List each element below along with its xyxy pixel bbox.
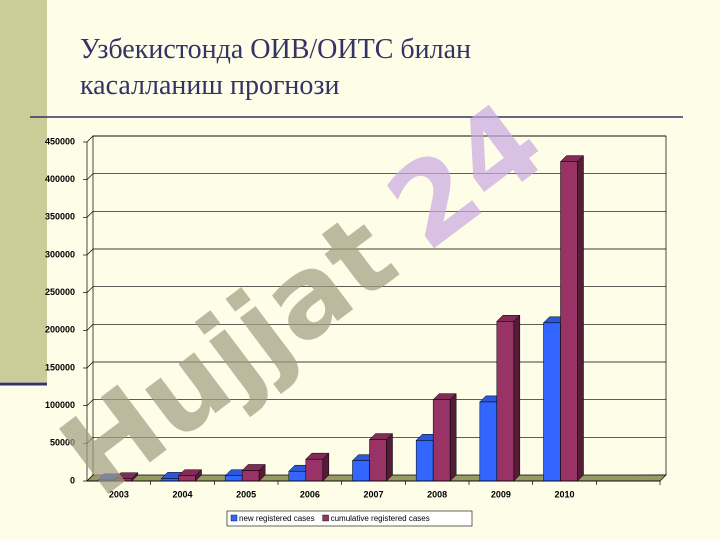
- bar: [177, 469, 203, 482]
- bar: [559, 154, 585, 482]
- y-tick-label: 50000: [50, 438, 75, 448]
- y-tick-label: 350000: [45, 212, 75, 222]
- grid-line: [86, 361, 666, 369]
- bar: [496, 314, 521, 482]
- slide-title: Узбекистонда ОИВ/ОИТС билан касалланиш пр…: [80, 34, 471, 101]
- bar-side: [513, 314, 521, 482]
- y-tick-label: 0: [70, 475, 75, 485]
- bar-front: [288, 470, 307, 482]
- bar-front: [560, 161, 578, 482]
- bar-side: [322, 452, 330, 482]
- y-tick-label: 250000: [45, 287, 75, 297]
- grid-line: [86, 135, 666, 143]
- bar-side: [449, 393, 457, 482]
- grid-line: [86, 286, 666, 293]
- bar-front: [241, 470, 260, 482]
- y-tick-label: 400000: [45, 174, 75, 184]
- x-tick-label: 2008: [427, 489, 447, 499]
- bar-side: [386, 432, 393, 482]
- x-tick-label: 2005: [236, 489, 256, 499]
- bar-front: [224, 475, 243, 482]
- bar: [368, 432, 394, 482]
- y-tick-label: 300000: [45, 249, 75, 259]
- bar-front: [543, 322, 561, 482]
- x-tick-label: 2006: [300, 489, 320, 499]
- x-tick-label: 2007: [363, 489, 383, 499]
- side-strip: [0, 0, 47, 382]
- y-tick-label: 200000: [45, 325, 75, 335]
- grid-line: [86, 210, 666, 218]
- legend-label: cumulative registered cases: [331, 514, 430, 523]
- bar-front: [352, 460, 370, 482]
- bar-side: [258, 463, 266, 482]
- legend-box: [226, 510, 473, 527]
- y-tick-label: 100000: [45, 400, 75, 410]
- bar-front: [479, 401, 498, 482]
- bar-front: [178, 475, 196, 482]
- legend-label: new registered cases: [239, 514, 315, 523]
- bar-front: [369, 439, 387, 482]
- x-tick-label: 2004: [172, 489, 192, 499]
- x-tick-label: 2003: [109, 489, 129, 499]
- bar-front: [415, 440, 434, 482]
- bar-side: [131, 472, 139, 482]
- title-line: касалланиш прогнози: [80, 70, 339, 101]
- bar-side: [577, 154, 584, 482]
- x-tick-label: 2009: [491, 489, 511, 499]
- bar: [241, 463, 266, 482]
- bar-side: [195, 469, 202, 482]
- grid-line: [86, 248, 666, 256]
- plot: 0 50000 100000 150000 200000 250000 300000 3500…: [45, 135, 667, 527]
- grid-line: [86, 436, 666, 444]
- legend-swatch: [230, 514, 238, 522]
- bar: [432, 393, 457, 482]
- bar: [305, 452, 330, 482]
- title-line: Узбекистонда ОИВ/ОИТС билан: [80, 34, 471, 65]
- bar: [114, 472, 139, 482]
- bar-front: [496, 321, 515, 482]
- legend-swatch: [322, 514, 329, 522]
- bar-front: [305, 458, 324, 482]
- grid-line: [86, 323, 666, 331]
- legend: new registered cases cumulative registere…: [226, 510, 473, 527]
- y-tick-label: 450000: [45, 136, 75, 146]
- grid-line: [86, 173, 666, 180]
- x-tick-label: 2010: [554, 489, 574, 499]
- grid-line: [86, 399, 666, 406]
- bar-front: [432, 399, 451, 482]
- y-tick-label: 150000: [45, 362, 75, 372]
